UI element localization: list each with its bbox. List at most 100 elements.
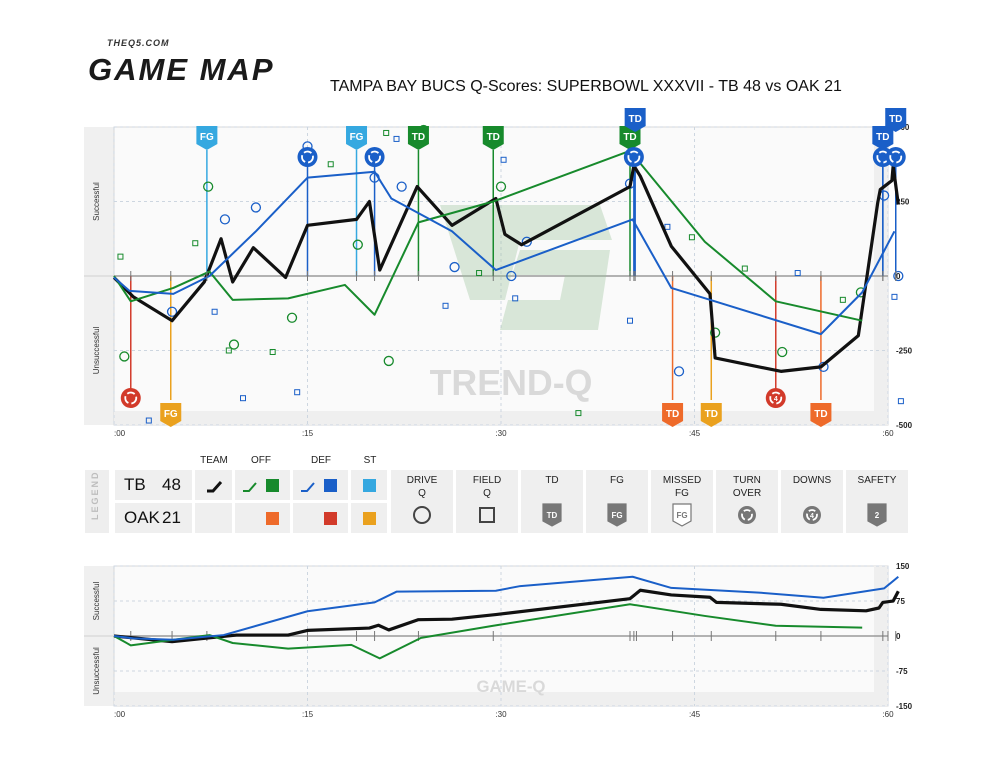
watermark: GAME-Q [477, 677, 546, 696]
td-badge [482, 126, 504, 150]
field-q-point [839, 296, 846, 303]
opp-special-teams-swatch [363, 512, 376, 525]
field-q-point [512, 295, 519, 302]
offense-series-line [113, 149, 863, 322]
legend-team-tb: TB 48 [115, 470, 192, 500]
turnover-circle-icon [738, 506, 756, 524]
turnover-arrows [769, 391, 783, 405]
legend: LEGEND TB 48 OAK 21 TEAM OFF DEF ST DRIV… [85, 455, 908, 537]
field-q-point [383, 129, 390, 136]
drive-q-point [396, 181, 407, 192]
td-badge-label: TD [814, 409, 827, 420]
watermark-shape [500, 250, 610, 330]
circle-outline-icon [413, 506, 431, 524]
legend-team-tb-name: TB [124, 475, 146, 494]
drive-q-point [166, 306, 178, 317]
offense-line-icon [243, 482, 257, 492]
missed-fg-badge-icon: FG [672, 503, 692, 527]
drive-q-point [495, 181, 507, 192]
badge-shape [542, 503, 562, 527]
legend-symbol-square-outline: FIELD Q [456, 470, 518, 533]
field-q-point [500, 156, 507, 163]
legend-symbol-safety-badge: SAFETY 2 [846, 470, 908, 533]
turnover-icon [885, 147, 906, 167]
drive-q-point [893, 270, 904, 282]
field-q-point [117, 253, 124, 260]
y-tick-label: -250 [896, 347, 913, 356]
field-q-point [897, 398, 904, 405]
fg-badge [346, 126, 368, 150]
arrows-shape [741, 509, 753, 521]
td-badge-label: TD [876, 132, 889, 143]
td-badge [619, 126, 641, 150]
q5-watermark-logo [440, 205, 612, 330]
legend-symbol-downs-circle: DOWNS 4 [781, 470, 843, 533]
field-q-point [442, 302, 449, 309]
turnover-icon [364, 147, 385, 167]
legend-symbol-fg-badge: FG FG [586, 470, 648, 533]
drive-q-point [449, 261, 460, 273]
field-q-point [393, 135, 400, 142]
td-badge-icon: TD [542, 503, 562, 527]
td-badge [885, 108, 907, 132]
legend-col-st: ST [363, 455, 377, 466]
y-tick-label: -500 [896, 421, 913, 430]
field-q-point [269, 348, 276, 355]
badge-label: FG [611, 511, 622, 520]
legend-col-team: TEAM [200, 455, 228, 466]
x-tick-label: :45 [689, 710, 701, 719]
team-series-line [112, 164, 900, 373]
legend-symbol-circle-outline: DRIVE Q [391, 470, 453, 533]
y-tick-label: 75 [896, 597, 905, 606]
field-q-point [794, 270, 801, 277]
fg-badge-label: FG [164, 409, 178, 420]
td-badge [624, 108, 646, 132]
drive-q-point [250, 202, 262, 213]
field-q-point [145, 417, 152, 424]
td-badge-label: TD [666, 409, 679, 420]
drive-q-point [673, 366, 685, 377]
drive-q-point [383, 355, 394, 367]
y-label-successful: Successful [92, 581, 101, 620]
drive-q-point [219, 214, 231, 225]
td-badge [810, 403, 832, 427]
brand-logo: GAME MAP [88, 52, 275, 87]
drive-q-point [521, 236, 532, 247]
arrows-shape [806, 509, 818, 521]
field-q-point [225, 347, 232, 354]
legend-symbol-label: TURN OVER [732, 475, 762, 499]
circle-shape [413, 506, 431, 524]
legend-symbol-label: DOWNS [792, 475, 832, 486]
td-badge [872, 126, 894, 150]
x-tick-label: :15 [302, 710, 314, 719]
badge-shape [867, 503, 887, 527]
td-badge [662, 403, 684, 427]
trend-q-chart: :00:15:30:45:605002500-250-500Successful… [84, 108, 913, 438]
drive-q-point [709, 327, 721, 338]
legend-team-oak: OAK 21 [115, 503, 192, 533]
circle-shape [803, 506, 821, 524]
fg-badge [160, 403, 182, 427]
legend-col-def: DEF [311, 455, 331, 466]
x-tick-label: :00 [114, 429, 126, 438]
td-badge-label: TD [412, 132, 425, 143]
legend-opp-off-cell [235, 503, 290, 533]
td-badge-label: TD [623, 132, 636, 143]
site-name: THEQ5.COM [107, 38, 170, 48]
drive-q-point [777, 346, 788, 358]
drive-q-point [203, 181, 214, 192]
badge-shape [672, 503, 692, 527]
td-badge-label: TD [487, 132, 500, 143]
legend-symbol-label: SAFETY [857, 475, 897, 486]
legend-symbol-turnover-circle: TURN OVER [716, 470, 778, 533]
field-q-point [192, 240, 199, 247]
field-q-point [688, 234, 695, 241]
td-badge [700, 403, 722, 427]
legend-team-empty-cell [195, 503, 232, 533]
legend-off-cell [235, 470, 290, 500]
legend-team-oak-score: 21 [162, 508, 181, 527]
field-q-point [476, 270, 483, 277]
fg-badge-label: FG [200, 132, 214, 143]
downs-number: 4 [774, 396, 778, 403]
